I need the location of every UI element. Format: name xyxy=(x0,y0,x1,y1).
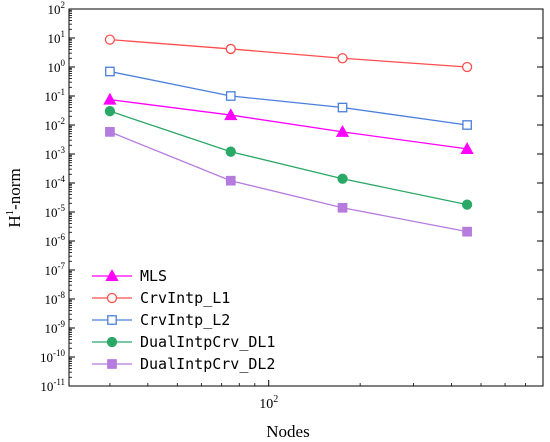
data-point xyxy=(105,127,115,137)
data-point xyxy=(337,53,348,64)
legend-label: DualIntpCrv_DL2 xyxy=(140,355,275,373)
data-point xyxy=(225,91,236,101)
legend-label: CrvIntp_L2 xyxy=(140,311,230,329)
data-point xyxy=(461,61,473,73)
y-tick-label: 10-4 xyxy=(45,174,66,191)
series-CrvIntp_L2 xyxy=(105,66,472,130)
data-point xyxy=(337,202,348,213)
y-axis-label-rest: -norm xyxy=(5,168,24,210)
y-tick-label: 10-8 xyxy=(45,290,66,307)
legend-item: DualIntpCrv_DL2 xyxy=(92,355,275,373)
data-point xyxy=(337,102,348,113)
y-tick-label: 102 xyxy=(48,0,66,17)
x-axis-label: Nodes xyxy=(266,422,309,441)
legend-swatch-marker xyxy=(106,292,118,304)
data-point xyxy=(104,106,116,117)
data-point xyxy=(103,92,117,105)
data-point xyxy=(335,125,350,137)
data-point xyxy=(104,34,116,45)
data-point xyxy=(224,108,238,121)
data-point xyxy=(460,142,474,154)
y-axis-label-sup: 1 xyxy=(4,210,16,216)
y-tick-label: 10-7 xyxy=(45,261,66,278)
plot-frame xyxy=(68,8,544,387)
series-layer xyxy=(103,34,474,237)
data-point xyxy=(462,226,472,237)
series-DualIntpCrv_DL2 xyxy=(105,127,472,237)
data-point xyxy=(462,120,472,130)
legend-item: DualIntpCrv_DL1 xyxy=(92,333,275,351)
legend-item: MLS xyxy=(92,267,167,285)
legend-swatch-marker xyxy=(106,336,118,348)
y-tick-label: 101 xyxy=(48,29,66,46)
data-point xyxy=(225,175,236,186)
legend-swatch-marker xyxy=(107,315,117,325)
y-axis: 102 101 100 10-1 10-2 10-3 10-4 10-5 10-6 10-7 10-… xyxy=(40,0,543,394)
legend-item: CrvIntp_L1 xyxy=(92,289,230,307)
legend: MLS CrvIntp_L1 CrvIntp_L2 DualIntpCrv_DL1 Du… xyxy=(92,267,275,373)
y-tick-label: 100 xyxy=(48,58,66,75)
series-line xyxy=(109,38,468,68)
legend-label: MLS xyxy=(140,267,167,285)
legend-item: CrvIntp_L2 xyxy=(92,311,230,329)
y-axis-label-base: H xyxy=(5,215,24,227)
y-tick-label: 10-2 xyxy=(45,116,66,133)
legend-label: DualIntpCrv_DL1 xyxy=(140,333,275,351)
y-tick-label: 10-3 xyxy=(45,145,66,162)
data-point xyxy=(225,146,236,157)
legend-swatch-marker xyxy=(105,269,119,282)
legend-swatch-marker xyxy=(107,359,117,369)
series-line xyxy=(109,131,468,233)
y-tick-label: 10-10 xyxy=(40,348,65,365)
series-line xyxy=(109,70,468,126)
data-point xyxy=(461,199,473,210)
y-tick-label: 10-9 xyxy=(45,319,66,336)
legend-label: CrvIntp_L1 xyxy=(140,289,230,307)
y-tick-label: 10-1 xyxy=(45,87,66,104)
series-MLS xyxy=(103,92,474,154)
y-tick-label: 10-6 xyxy=(45,232,66,249)
y-tick-label: 10-11 xyxy=(40,377,65,394)
x-tick-label: 102 xyxy=(259,394,278,412)
data-point xyxy=(225,43,236,55)
series-CrvIntp_L1 xyxy=(104,34,473,73)
series-DualIntpCrv_DL1 xyxy=(104,106,473,210)
y-axis-label: H1-norm xyxy=(4,168,24,227)
x-axis: 102 xyxy=(109,380,544,412)
data-point xyxy=(337,173,348,184)
series-line xyxy=(109,98,468,150)
data-point xyxy=(105,66,115,77)
series-line xyxy=(109,110,468,206)
y-tick-label: 10-5 xyxy=(45,203,66,220)
